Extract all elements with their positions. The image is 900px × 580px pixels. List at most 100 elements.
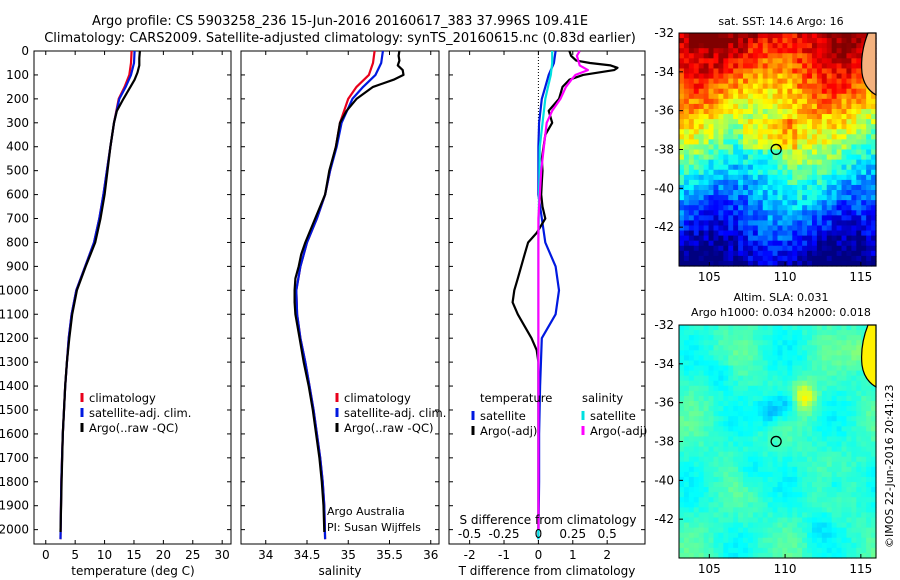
salinity-annotation-institution: Argo Australia: [327, 505, 405, 518]
lat-tick-label: -36: [654, 104, 674, 118]
y-tick-label: 1600: [0, 427, 29, 441]
y-tick-label: 2000: [0, 523, 29, 537]
x-tick-label: 1: [569, 548, 577, 562]
lat-tick-label: -42: [654, 512, 674, 526]
series-line-temperature-argo-adj-: [511, 50, 619, 530]
y-tick-label: 800: [6, 235, 29, 249]
x-tick-label: 10: [97, 548, 112, 562]
sla-map-panel: Altim. SLA: 0.031 Argo h1000: 0.034 h200…: [654, 291, 877, 576]
series-line-argo-raw-qc-: [293, 50, 405, 533]
legend-label: satellite-adj. clim.: [344, 406, 446, 420]
legend-label: climatology: [344, 391, 411, 405]
legend-label: Argo(-adj): [590, 424, 647, 438]
argo-float-marker: [770, 435, 782, 448]
x-tick-label: 30: [215, 548, 230, 562]
series-line-salinity-argo-adj-: [537, 50, 590, 530]
x-tick-label: 0: [42, 548, 50, 562]
y-tick-label: 300: [6, 116, 29, 130]
series-line-temperature-satellite: [537, 50, 561, 540]
sla-heatmap-cells: [679, 325, 877, 559]
legend-group-title: salinity: [582, 391, 623, 405]
x-tick-label: 25: [185, 548, 200, 562]
legend-label: satellite: [480, 409, 526, 423]
y-tick-label: 1000: [0, 283, 29, 297]
coastline: [861, 324, 877, 389]
s-tick-label: 0.25: [559, 527, 586, 541]
y-tick-label: 1300: [0, 355, 29, 369]
y-tick-label: 1800: [0, 475, 29, 489]
legend-label: climatology: [89, 391, 156, 405]
lon-tick-label: 115: [849, 562, 872, 576]
x-tick-label: 35.5: [376, 548, 403, 562]
y-tick-label: 1900: [0, 499, 29, 513]
y-tick-label: 900: [6, 259, 29, 273]
lat-tick-label: -32: [654, 318, 674, 332]
title-line-2: Climatology: CARS2009. Satellite-adjuste…: [44, 31, 636, 46]
x-tick-label: 35: [341, 548, 356, 562]
legend-group-title: temperature: [480, 391, 552, 405]
sla-map-subtitle: Argo h1000: 0.034 h2000: 0.018: [691, 306, 871, 319]
y-tick-label: 400: [6, 140, 29, 154]
x-tick-label: -1: [498, 548, 510, 562]
lat-tick-label: -38: [654, 435, 674, 449]
difference-panel: -2 -1 0 1 2 -0.5 -0.25 0 0.25 0.5 temperature satel…: [448, 50, 647, 578]
salinity-xlabel: salinity: [318, 564, 361, 578]
lat-tick-label: -40: [654, 473, 674, 487]
y-tick-label: 500: [6, 164, 29, 178]
salinity-panel: 34 34.5 35 35.5 36 climatologysatellite-adj. …: [240, 50, 446, 578]
y-tick-label: 1500: [0, 403, 29, 417]
y-tick-label: 0: [21, 44, 29, 58]
x-tick-label: 34.5: [294, 548, 321, 562]
s-tick-label: -0.5: [458, 527, 481, 541]
coastline: [861, 32, 877, 97]
lon-tick-label: 105: [698, 562, 721, 576]
lon-tick-label: 110: [774, 270, 797, 284]
x-tick-label: 34: [258, 548, 273, 562]
x-tick-label: -2: [464, 548, 476, 562]
x-tick-label: 0: [535, 548, 543, 562]
lat-tick-label: -42: [654, 220, 674, 234]
lat-tick-label: -38: [654, 143, 674, 157]
argo-float-marker: [770, 143, 782, 156]
legend-label: Argo(..raw -QC): [344, 421, 434, 435]
x-tick-label: 5: [71, 548, 79, 562]
y-tick-label: 200: [6, 92, 29, 106]
legend-label: satellite-adj. clim.: [89, 406, 191, 420]
legend-label: satellite: [590, 409, 636, 423]
y-tick-label: 1200: [0, 331, 29, 345]
difference-xlabel-top: S difference from climatology: [460, 513, 637, 527]
sla-map-title: Altim. SLA: 0.031: [733, 291, 828, 304]
lat-tick-label: -36: [654, 396, 674, 410]
x-tick-label: 20: [156, 548, 171, 562]
y-tick-label: 100: [6, 68, 29, 82]
lat-tick-label: -32: [654, 26, 674, 40]
x-tick-label: 2: [603, 548, 611, 562]
y-tick-label: 700: [6, 212, 29, 226]
credit-label: ©IMOS 22-Jun-2016 20:41:23: [883, 384, 896, 548]
lon-tick-label: 110: [774, 562, 797, 576]
temperature-panel: 0 5 10 15 20 25 300100200300400500600700800900…: [0, 44, 232, 578]
y-tick-label: 1700: [0, 451, 29, 465]
sst-map-title: sat. SST: 14.6 Argo: 16: [718, 15, 843, 28]
lat-tick-label: -34: [654, 357, 674, 371]
legend-label: Argo(-adj): [480, 424, 537, 438]
x-tick-label: 36: [423, 548, 438, 562]
series-line-argo-raw-qc-: [59, 50, 141, 533]
sst-map-panel: sat. SST: 14.6 Argo: 16 105 110 115 -32 -34 -…: [654, 15, 877, 284]
legend-label: Argo(..raw -QC): [89, 421, 179, 435]
y-tick-label: 1400: [0, 379, 29, 393]
temperature-axes-box: [33, 50, 232, 545]
lat-tick-label: -34: [654, 65, 674, 79]
y-tick-label: 1100: [0, 307, 29, 321]
salinity-annotation-pi: PI: Susan Wijffels: [327, 521, 421, 534]
lat-tick-label: -40: [654, 181, 674, 195]
title-line-1: Argo profile: CS 5903258_236 15-Jun-2016…: [92, 14, 588, 29]
temperature-xlabel: temperature (deg C): [71, 564, 194, 578]
difference-xlabel: T difference from climatology: [458, 564, 636, 578]
s-tick-label: -0.25: [488, 527, 519, 541]
s-tick-label: 0.5: [598, 527, 617, 541]
x-tick-label: 15: [126, 548, 141, 562]
s-tick-label: 0: [535, 527, 543, 541]
lon-tick-label: 105: [698, 270, 721, 284]
